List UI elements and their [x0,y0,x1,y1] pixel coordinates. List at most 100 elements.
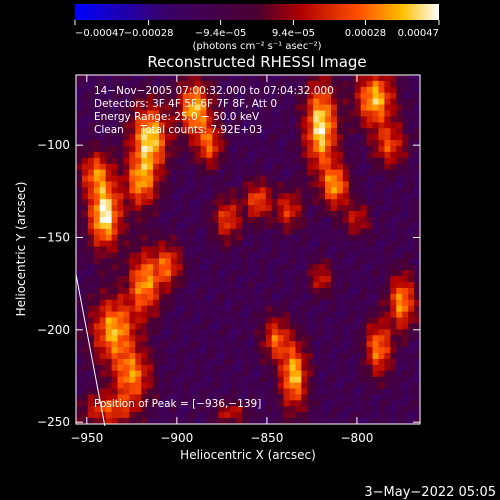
heatmap-cell [176,276,184,283]
heatmap-cell [319,122,326,129]
heatmap-cell [271,134,279,141]
heatmap-cell [414,163,421,171]
heatmap-cell [93,276,101,283]
heatmap-cell [93,264,101,271]
heatmap-cell [111,122,119,129]
heatmap-cell [259,151,267,159]
heatmap-cell [176,287,184,295]
heatmap-cell [182,287,190,295]
heatmap-cell [218,116,225,123]
heatmap-cell [331,110,338,117]
heatmap-cell [206,240,213,248]
heatmap-cell [360,276,368,283]
heatmap-cell [325,145,332,153]
heatmap-cell [182,75,190,82]
heatmap-cell [87,299,95,307]
heatmap-cell [325,305,332,313]
heatmap-cell [277,317,285,324]
heatmap-cell [348,145,356,153]
heatmap-cell [366,287,374,295]
heatmap-cell [336,299,344,307]
heatmap-cell [135,353,142,360]
heatmap-cell [283,187,291,194]
heatmap-cell [93,116,101,123]
heatmap-cell [218,323,225,330]
heatmap-cell [76,299,83,307]
heatmap-cell [135,347,142,354]
heatmap-cell [348,412,356,419]
heatmap-cell [265,169,273,177]
heatmap-cell [188,376,196,384]
heatmap-cell [390,246,397,253]
heatmap-cell [159,181,166,188]
heatmap-cell [283,216,291,224]
heatmap-cell [342,418,350,425]
heatmap-cell [129,116,136,123]
heatmap-cell [319,418,326,425]
heatmap-cell [105,329,113,336]
heatmap-cell [271,193,279,200]
heatmap-cell [224,287,231,295]
heatmap-cell [342,370,350,378]
heatmap-cell [325,86,332,94]
heatmap-cell [366,341,374,348]
heatmap-cell [372,216,379,224]
heatmap-cell [325,299,332,307]
colorbar-unit-label: (photons cm⁻² s⁻¹ asec⁻²) [192,41,321,52]
heatmap-cell [348,382,356,390]
heatmap-cell [135,193,142,200]
heatmap-cell [331,335,338,342]
heatmap-cell [81,157,89,165]
heatmap-cell [408,157,415,165]
heatmap-cell [289,75,296,82]
heatmap-cell [378,240,385,248]
heatmap-cell [129,412,136,419]
heatmap-cell [336,264,344,271]
heatmap-cell [408,246,415,253]
heatmap-cell [176,299,184,307]
heatmap-cell [230,370,237,378]
heatmap-cell [384,151,391,159]
heatmap-cell [176,193,184,200]
heatmap-cell [331,311,338,319]
heatmap-cell [372,140,379,147]
heatmap-cell [295,418,302,425]
heatmap-cell [336,270,344,277]
heatmap-cell [396,370,403,378]
heatmap-cell [396,299,403,307]
heatmap-cell [170,134,178,141]
heatmap-cell [200,157,207,165]
heatmap-cell [313,270,320,277]
heatmap-cell [313,287,320,295]
heatmap-cell [159,86,166,94]
heatmap-cell [147,222,154,230]
heatmap-cell [372,317,379,324]
heatmap-cell [307,400,314,407]
heatmap-cell [129,240,136,248]
heatmap-cell [372,98,379,106]
heatmap-cell [153,163,160,171]
heatmap-cell [319,400,326,407]
heatmap-cell [248,128,255,135]
heatmap-cell [277,157,285,165]
heatmap-cell [159,246,166,253]
heatmap-cell [396,353,403,360]
heatmap-cell [188,110,196,117]
heatmap-cell [313,335,320,342]
heatmap-cell [159,140,166,147]
heatmap-cell [159,382,166,390]
heatmap-cell [331,406,338,413]
heatmap-cell [402,317,409,324]
heatmap-cell [414,347,421,354]
heatmap-cell [147,364,154,372]
heatmap-cell [307,282,314,289]
heatmap-cell [283,353,291,360]
heatmap-cell [159,264,166,271]
heatmap-cell [117,341,124,348]
heatmap-cell [81,80,89,88]
heatmap-cell [182,234,190,242]
heatmap-cell [259,394,267,401]
heatmap-cell [117,80,124,88]
heatmap-cell [402,353,409,360]
heatmap-cell [159,151,166,159]
